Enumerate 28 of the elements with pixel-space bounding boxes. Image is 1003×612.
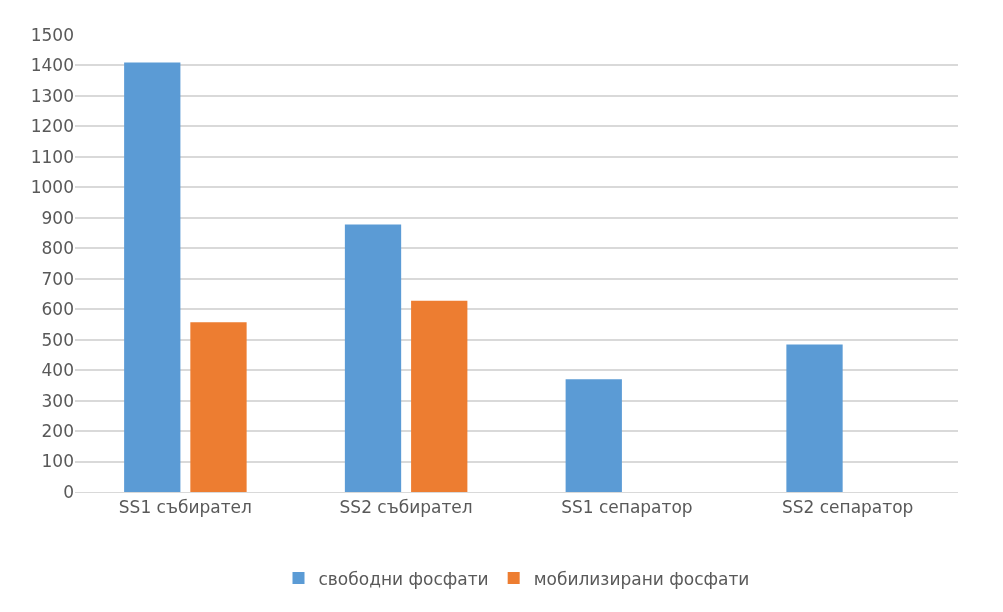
y-tick-label: 0 — [63, 481, 74, 502]
y-tick-label: 1100 — [30, 146, 74, 167]
y-tick-label: 500 — [41, 329, 74, 350]
bar — [411, 300, 468, 492]
y-tick-label: 1200 — [30, 116, 74, 137]
y-tick-label: 300 — [41, 390, 74, 411]
y-tick-label: 1500 — [30, 24, 74, 45]
x-tick-label: SS1 събирател — [118, 497, 252, 518]
bar — [190, 322, 247, 492]
y-tick-label: 600 — [41, 299, 74, 320]
y-tick-label: 1000 — [30, 177, 74, 198]
legend-label: мобилизирани фосфати — [533, 568, 750, 589]
legend-label: свободни фосфати — [318, 568, 489, 589]
bar — [565, 379, 622, 492]
y-tick-label: 800 — [41, 238, 74, 259]
x-tick-label: SS2 сепаратор — [781, 497, 914, 518]
y-tick-label: 700 — [41, 268, 74, 289]
y-tick-label: 400 — [41, 360, 74, 381]
y-tick-label: 200 — [41, 421, 74, 442]
y-tick-label: 100 — [41, 451, 74, 472]
y-tick-label: 1300 — [30, 85, 74, 106]
y-tick-label: 1400 — [30, 55, 74, 76]
bar — [344, 224, 402, 492]
x-tick-label: SS1 сепаратор — [561, 497, 693, 518]
y-tick-label: 900 — [41, 207, 74, 228]
bar — [124, 62, 181, 492]
x-tick-label: SS2 събирател — [339, 497, 473, 518]
bar — [786, 344, 843, 492]
